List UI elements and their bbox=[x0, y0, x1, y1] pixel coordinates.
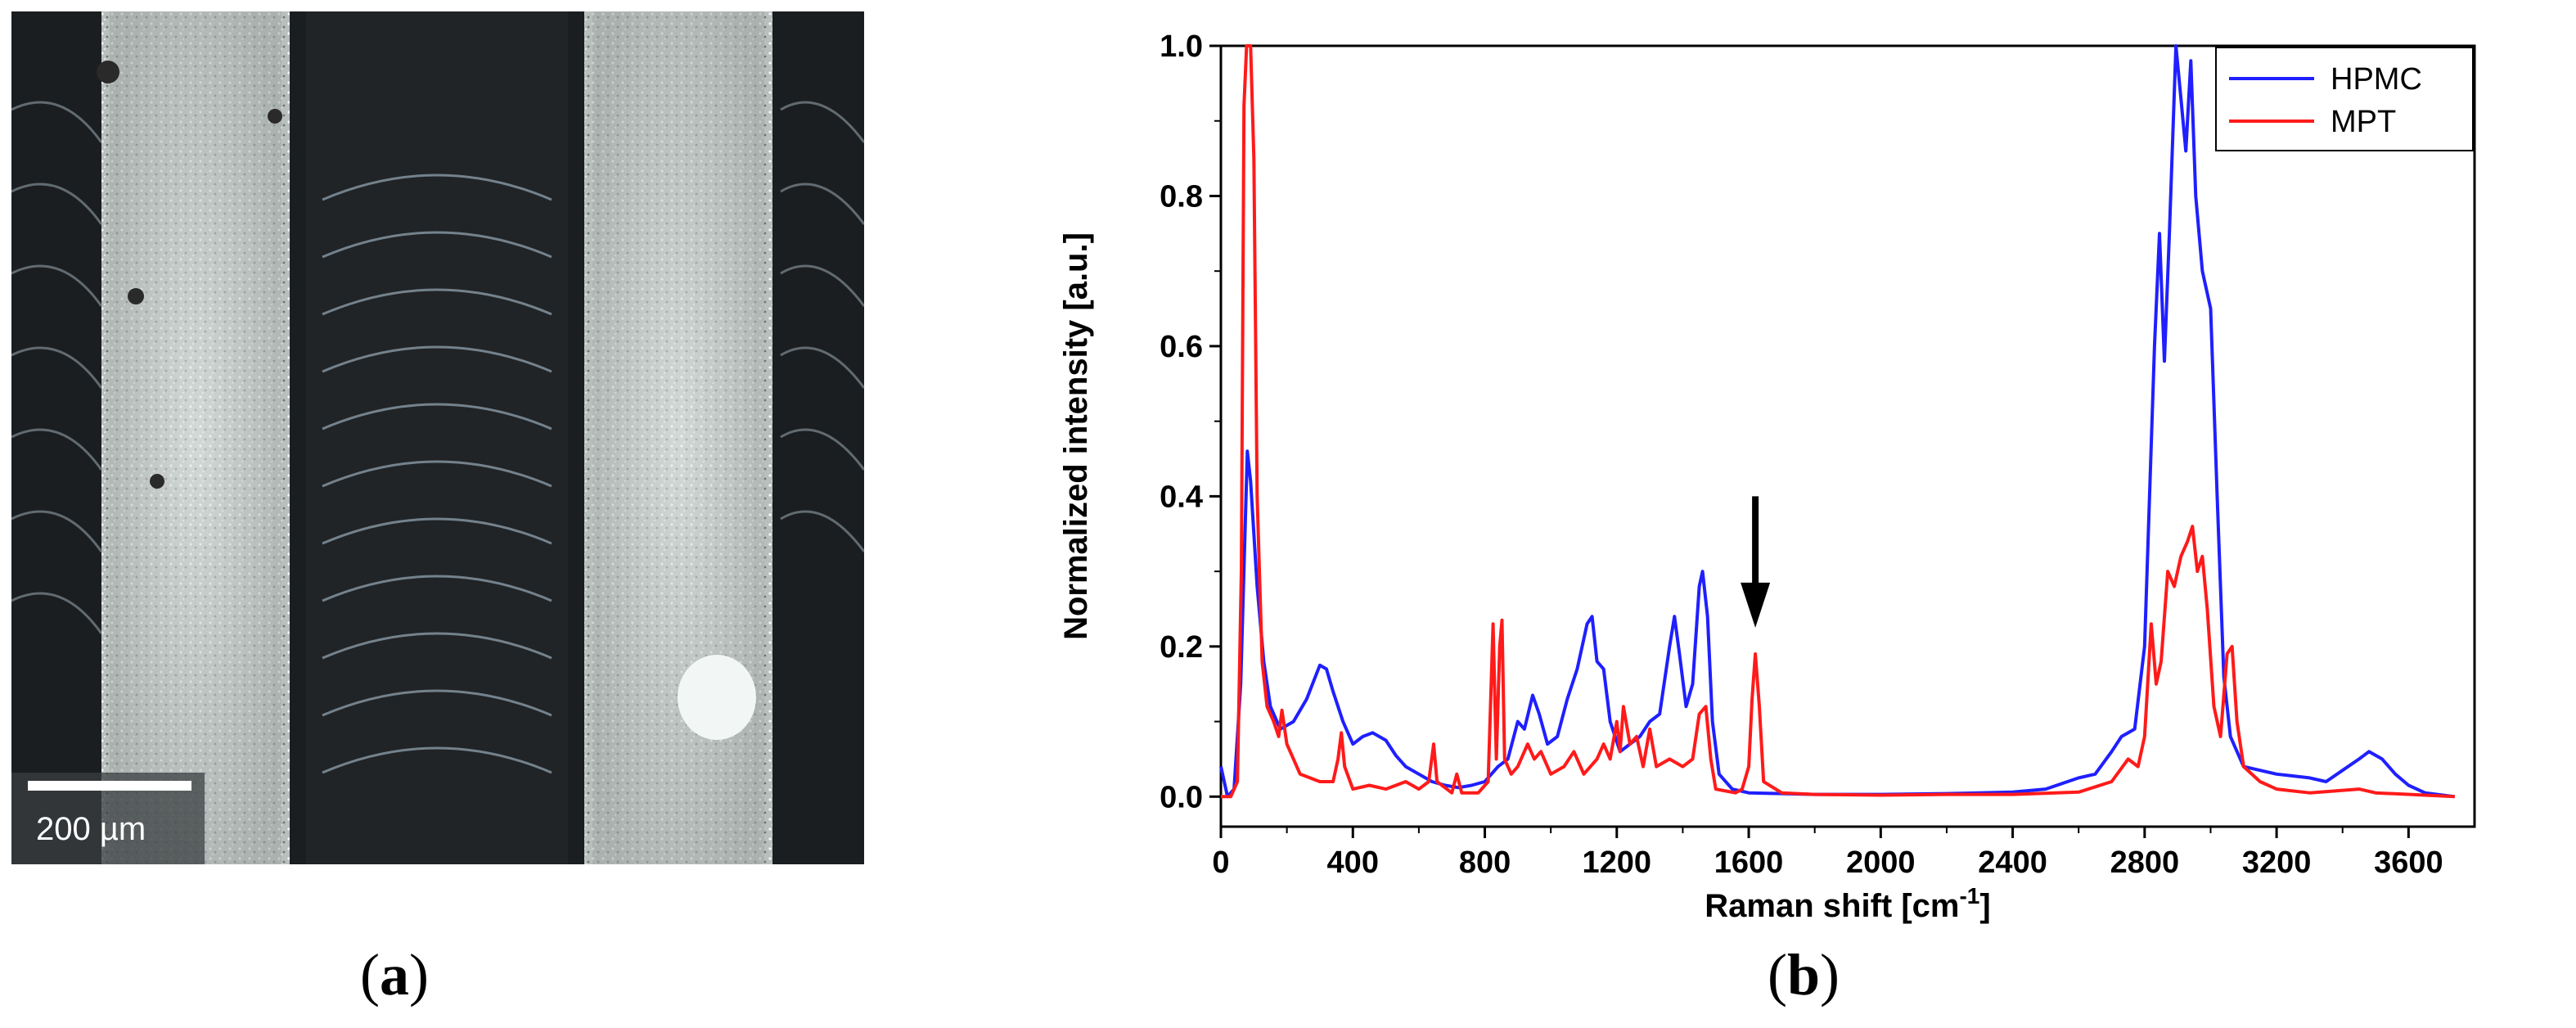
annotation-arrow bbox=[1741, 496, 1771, 628]
x-tick-label: 2000 bbox=[1846, 845, 1916, 880]
panel-label-b: (b) bbox=[1768, 942, 1840, 1008]
x-axis-title-superscript: -1 bbox=[1959, 883, 1979, 909]
panel-label-a: (a) bbox=[360, 942, 429, 1008]
x-tick-label: 400 bbox=[1327, 845, 1379, 880]
y-tick-label: 0.6 bbox=[1160, 330, 1203, 364]
legend-box bbox=[2215, 47, 2474, 151]
series-line-mpt bbox=[1221, 44, 2455, 799]
x-axis-title-main: Raman shift [cm bbox=[1705, 888, 1959, 924]
dark-center-region bbox=[306, 11, 568, 864]
dark-particle bbox=[128, 288, 144, 304]
raman-chart: 0 400 800 1200 1600 2000 2400 2800 3200 3600 0.0 0.… bbox=[1058, 29, 2476, 924]
x-tick-label: 1600 bbox=[1714, 845, 1784, 880]
series-line-hpmc bbox=[1219, 44, 2456, 799]
y-tick-label: 1.0 bbox=[1160, 29, 1203, 64]
arrow-head bbox=[1741, 582, 1771, 628]
legend-label-hpmc: HPMC bbox=[2331, 62, 2422, 97]
scale-bar bbox=[28, 781, 191, 791]
x-tick-label: 2800 bbox=[2110, 845, 2180, 880]
y-tick-label: 0.0 bbox=[1160, 780, 1203, 814]
dark-particle bbox=[97, 61, 119, 83]
dark-particle bbox=[150, 474, 164, 489]
series-lines bbox=[1219, 44, 2456, 799]
y-axis-title: Normalized intensity [a.u.] bbox=[1058, 232, 1094, 640]
x-axis-title-end: ] bbox=[1979, 888, 1990, 924]
plot-border bbox=[1219, 44, 2476, 828]
plot-frame bbox=[1219, 44, 2476, 828]
axis-ticks: 0 400 800 1200 1600 2000 2400 2800 3200 3600 0.0 0.… bbox=[1160, 29, 2443, 880]
x-tick-label: 1200 bbox=[1583, 845, 1652, 880]
y-tick-label: 0.8 bbox=[1160, 179, 1203, 214]
y-tick-label: 0.4 bbox=[1160, 480, 1203, 514]
x-tick-label: 800 bbox=[1459, 845, 1511, 880]
x-tick-label: 3200 bbox=[2242, 845, 2312, 880]
y-tick-label: 0.2 bbox=[1160, 630, 1203, 665]
x-axis-title: Raman shift [cm-1] bbox=[1705, 883, 1990, 924]
legend-label-mpt: MPT bbox=[2331, 105, 2396, 139]
scale-bar-label: 200 µm bbox=[36, 811, 146, 847]
bright-spot bbox=[678, 655, 756, 740]
microscope-image: 200 µm bbox=[11, 11, 864, 864]
x-tick-label: 0 bbox=[1212, 845, 1229, 880]
dark-particle bbox=[268, 109, 282, 124]
x-tick-label: 3600 bbox=[2374, 845, 2443, 880]
x-tick-label: 2400 bbox=[1978, 845, 2047, 880]
legend: HPMC MPT bbox=[2215, 47, 2474, 151]
